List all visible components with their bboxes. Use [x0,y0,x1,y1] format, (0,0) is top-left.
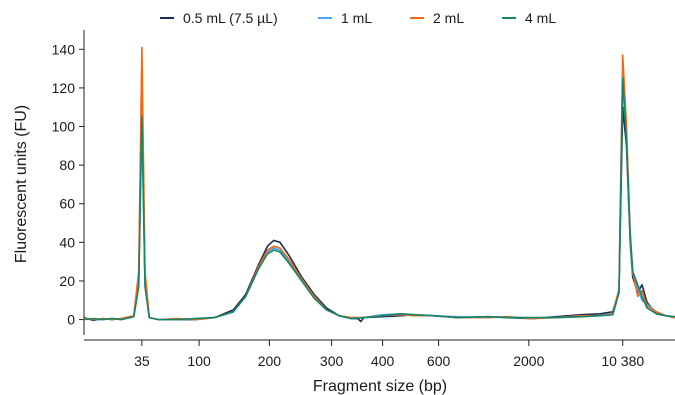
x-tick-label: 200 [258,353,282,369]
legend-label: 0.5 mL (7.5 µL) [183,10,278,26]
y-tick-label: 140 [52,41,76,57]
series-line-1 [83,98,675,323]
series-line-3 [83,46,675,321]
y-tick-label: 40 [59,234,75,250]
y-axis-title: Fluorescent units (FU) [13,105,30,263]
plot-area [83,46,675,323]
x-axis-title: Fragment size (bp) [313,378,447,395]
y-tick-label: 60 [59,196,75,212]
y-tick-label: 100 [52,119,76,135]
series-line-2 [83,67,675,321]
legend-label: 1 mL [341,10,372,26]
legend-label: 4 mL [525,10,556,26]
x-tick-label: 100 [187,353,211,369]
x-tick-label: 35 [134,353,150,369]
y-tick-label: 20 [59,273,75,289]
x-tick-label: 400 [371,353,395,369]
legend-label: 2 mL [433,10,464,26]
x-tick-label: 300 [320,353,344,369]
y-tick-label: 80 [59,157,75,173]
x-axis: 35 100 200 300 400 600 2000 10 380 [84,339,675,369]
x-tick-label: 10 380 [601,353,644,369]
x-tick-label: 600 [427,353,451,369]
y-tick-label: 120 [52,80,76,96]
y-axis: 0 20 40 60 80 100 120 140 [52,30,85,335]
x-tick-label: 2000 [513,353,544,369]
legend: 0.5 mL (7.5 µL) 1 mL 2 mL 4 mL [160,10,556,26]
y-tick-label: 0 [67,312,75,328]
series-line-4 [83,77,675,321]
